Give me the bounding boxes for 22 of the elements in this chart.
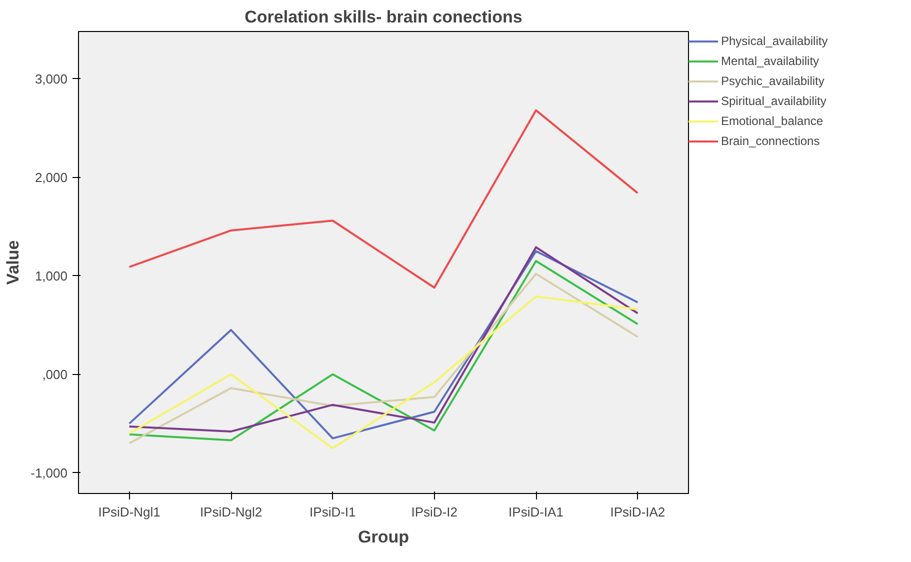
y-axis-title: Value [4, 240, 23, 285]
legend-label: Brain_connections [721, 134, 820, 148]
y-tick-label: 2,000 [34, 170, 68, 185]
y-tick-label: ,000 [42, 366, 68, 382]
line-series [128, 109, 639, 289]
y-tick-label: -1,000 [30, 465, 68, 480]
legend-label: Physical_availability [721, 34, 828, 48]
x-tick-label: IPsiD-IA2 [610, 504, 666, 520]
x-tick-label: IPsiD-Ngl1 [98, 504, 160, 520]
legend-label: Psychic_availability [721, 74, 824, 88]
x-tick-label: IPsiD-Ngl2 [200, 504, 262, 520]
x-tick-label: IPsiD-IA1 [508, 504, 564, 520]
legend-label: Emotional_balance [721, 114, 824, 128]
legend-label: Spiritual_availability [721, 94, 826, 108]
x-tick-label: IPsiD-I2 [411, 504, 458, 520]
chart-title: Corelation skills- brain conections [244, 8, 522, 26]
x-tick-label: IPsiD-I1 [310, 504, 356, 520]
x-axis-title: Group [358, 528, 410, 546]
y-tick-label: 3,000 [34, 71, 68, 86]
line-series [128, 295, 639, 450]
y-tick-label: 1,000 [34, 268, 68, 284]
legend-label: Mental_availability [721, 54, 820, 68]
